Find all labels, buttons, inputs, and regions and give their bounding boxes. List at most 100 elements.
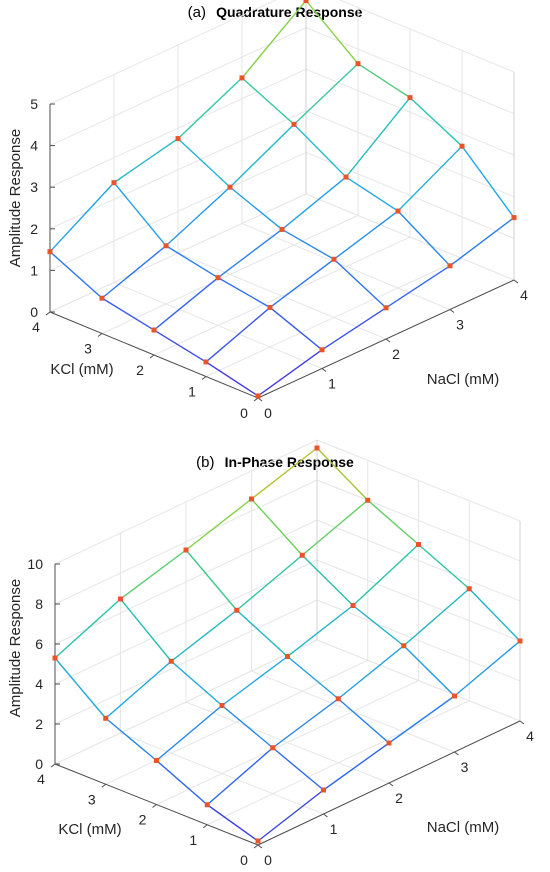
y-tick-label: 0 bbox=[240, 405, 248, 421]
surface-line bbox=[156, 704, 223, 762]
surface-line bbox=[352, 543, 419, 607]
x-axis-label: NaCl (mM) bbox=[427, 371, 500, 388]
data-point bbox=[239, 75, 245, 81]
surface-line bbox=[217, 228, 283, 279]
surface-line bbox=[449, 217, 515, 267]
y-tick-label: 1 bbox=[188, 384, 196, 400]
y-grid-line bbox=[54, 639, 318, 765]
y-tick-mark bbox=[101, 783, 107, 788]
z-tick-label: 5 bbox=[30, 96, 38, 112]
chart-title: (b) In-Phase Response bbox=[0, 454, 550, 471]
data-point bbox=[175, 136, 181, 142]
surface-line bbox=[206, 747, 274, 806]
y-tick-mark bbox=[253, 844, 259, 849]
surface-line bbox=[397, 145, 463, 212]
surface-line bbox=[153, 329, 207, 363]
data-point bbox=[99, 295, 105, 301]
x-tick-mark bbox=[257, 844, 263, 849]
data-point bbox=[255, 838, 261, 844]
surface-line bbox=[170, 609, 238, 662]
data-point bbox=[234, 607, 240, 613]
surface-line bbox=[185, 549, 238, 611]
surface-line bbox=[316, 447, 369, 501]
surface-line bbox=[272, 747, 324, 791]
surface-line bbox=[185, 498, 252, 551]
data-markers bbox=[52, 445, 523, 844]
surface-line bbox=[54, 598, 121, 659]
surface-line bbox=[287, 655, 339, 700]
surface-line bbox=[337, 645, 405, 700]
surface-line bbox=[205, 306, 271, 363]
data-point bbox=[267, 304, 273, 310]
x-tick-mark bbox=[323, 813, 328, 818]
data-point bbox=[386, 740, 392, 746]
surface-line bbox=[345, 176, 399, 212]
y-tick-label: 2 bbox=[139, 812, 147, 828]
surface-line bbox=[468, 588, 521, 642]
data-point bbox=[343, 174, 349, 180]
y-tick-label: 4 bbox=[32, 319, 40, 335]
x-tick-label: 4 bbox=[526, 728, 534, 744]
data-markers bbox=[47, 0, 517, 399]
data-point bbox=[118, 596, 123, 602]
surface-line bbox=[153, 277, 219, 331]
y-grid-line bbox=[207, 700, 470, 826]
x-tick-label: 3 bbox=[461, 759, 469, 775]
surface-line bbox=[241, 77, 295, 125]
data-point bbox=[401, 643, 407, 649]
data-point bbox=[395, 208, 401, 214]
data-point bbox=[47, 249, 53, 255]
x-tick-label: 4 bbox=[520, 287, 528, 303]
data-point bbox=[416, 542, 421, 547]
z-tick-label: 0 bbox=[35, 756, 43, 772]
z-tick-label: 1 bbox=[30, 262, 38, 278]
surface-line bbox=[229, 186, 283, 230]
y-tick-label: 1 bbox=[189, 832, 197, 848]
data-point bbox=[52, 655, 58, 661]
surface-line bbox=[403, 645, 455, 697]
surface-line bbox=[269, 258, 335, 309]
surface-line bbox=[301, 554, 354, 606]
panel-title-text: In-Phase Response bbox=[224, 454, 354, 470]
x-tick-label: 3 bbox=[456, 317, 464, 333]
surface-line bbox=[321, 307, 387, 351]
data-point bbox=[447, 263, 453, 269]
surface-line bbox=[236, 609, 288, 658]
data-point bbox=[270, 745, 276, 751]
surface-line bbox=[205, 361, 259, 397]
x-tick-mark bbox=[321, 368, 327, 372]
surface-mesh bbox=[54, 447, 521, 842]
surface-line bbox=[49, 182, 115, 253]
data-point bbox=[407, 95, 413, 101]
y-axis-label: KCl (mM) bbox=[50, 361, 113, 378]
y-tick-label: 3 bbox=[84, 341, 92, 357]
surface-line bbox=[301, 499, 369, 556]
grid-lines bbox=[54, 439, 521, 846]
surface-line bbox=[165, 245, 219, 279]
surface-line bbox=[352, 604, 405, 647]
surface-line bbox=[105, 717, 157, 762]
z-tick-label: 6 bbox=[35, 636, 43, 652]
y-tick-mark bbox=[253, 397, 259, 402]
surface-line bbox=[367, 499, 419, 546]
z-tick-label: 2 bbox=[30, 221, 38, 237]
z-tick-label: 8 bbox=[35, 596, 43, 612]
data-point bbox=[321, 787, 326, 793]
surface-line bbox=[418, 543, 470, 590]
surface-line bbox=[105, 660, 172, 719]
z-tick-label: 4 bbox=[30, 138, 38, 154]
data-point bbox=[111, 180, 117, 186]
x-axis-label: NaCl (mM) bbox=[427, 819, 500, 836]
y-tick-mark bbox=[149, 354, 155, 359]
surface-line bbox=[269, 306, 323, 351]
surface-line bbox=[217, 277, 271, 309]
surface-line bbox=[323, 742, 390, 791]
y-tick-mark bbox=[50, 763, 56, 768]
y-tick-mark bbox=[97, 333, 103, 337]
data-point bbox=[203, 359, 209, 365]
surface-line bbox=[229, 123, 295, 188]
data-point bbox=[285, 654, 290, 659]
y-grid-line bbox=[153, 236, 411, 356]
